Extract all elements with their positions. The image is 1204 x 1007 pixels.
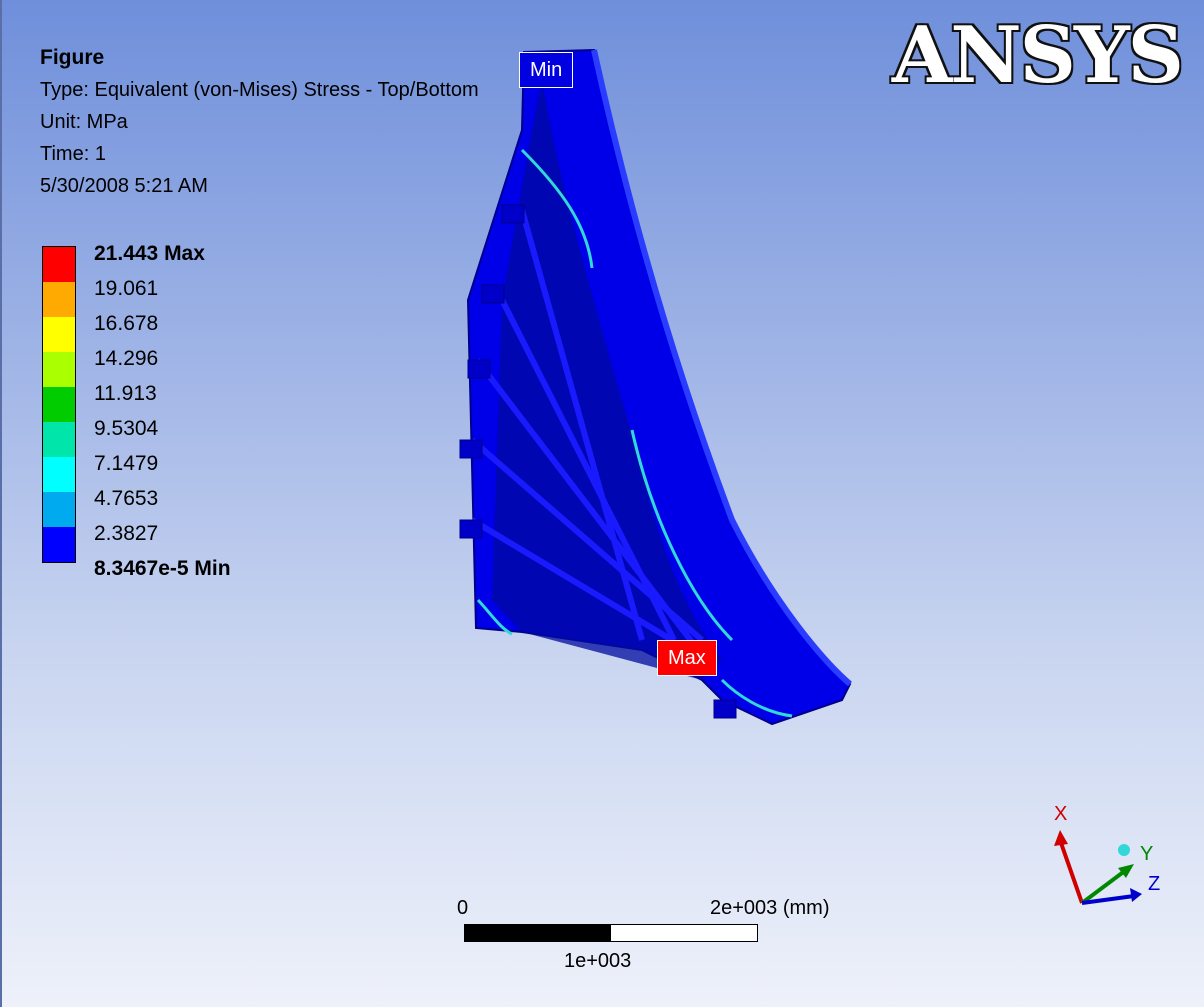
- scale-bar: [464, 924, 758, 942]
- legend-swatch: [43, 282, 75, 317]
- z-axis-line: [1081, 894, 1135, 905]
- x-axis-line: [1058, 839, 1084, 904]
- legend-swatch: [43, 247, 75, 282]
- legend-label: 16.678: [94, 312, 159, 335]
- figure-info: Figure Type: Equivalent (von-Mises) Stre…: [40, 42, 479, 202]
- view-center-icon: [1118, 844, 1130, 856]
- scale-mid-label: 1e+003: [564, 950, 632, 972]
- x-axis-label: X: [1054, 803, 1067, 825]
- x-axis-arrow: [1054, 830, 1068, 846]
- z-axis-arrow: [1130, 888, 1142, 902]
- legend-label: 21.443 Max: [94, 242, 205, 265]
- legend-label: 11.913: [94, 382, 157, 405]
- result-time: Time: 1: [40, 143, 106, 165]
- legend-labels: 21.443 Max 19.061 16.678 14.296 11.913 9.5304…: [94, 236, 231, 586]
- scale-end-label: 2e+003 (mm): [710, 897, 830, 919]
- y-axis-label: Y: [1140, 843, 1153, 865]
- min-probe-tag[interactable]: Min: [519, 52, 574, 88]
- legend-swatch: [43, 422, 75, 457]
- figure-title: Figure: [40, 46, 105, 69]
- result-type: Type: Equivalent (von-Mises) Stress - To…: [40, 79, 479, 101]
- legend-label: 7.1479: [94, 452, 159, 475]
- legend-swatch: [43, 352, 75, 387]
- max-probe-tag[interactable]: Max: [657, 640, 717, 676]
- axis-triad[interactable]: X Y Z: [1042, 798, 1182, 918]
- legend-label: 14.296: [94, 347, 159, 370]
- blade-rim: [591, 49, 852, 687]
- blade-inner-face: [492, 80, 722, 680]
- edge-flanges: [459, 204, 737, 719]
- stiffener-ribs: [470, 209, 704, 644]
- legend-label: 4.7653: [94, 487, 159, 510]
- y-axis-arrow: [1118, 864, 1134, 878]
- y-axis-line: [1080, 868, 1128, 905]
- result-date: 5/30/2008 5:21 AM: [40, 175, 208, 197]
- legend-swatch: [43, 492, 75, 527]
- legend-label: 8.3467e-5 Min: [94, 557, 231, 580]
- legend-swatch: [43, 457, 75, 492]
- legend-swatch: [43, 387, 75, 422]
- scale-zero-label: 0: [457, 897, 469, 919]
- stress-highlights: [476, 148, 793, 718]
- legend-color-bar: [42, 246, 76, 563]
- legend-swatch: [43, 317, 75, 352]
- legend-label: 2.3827: [94, 522, 159, 545]
- ansys-logo: ANSYS: [891, 10, 1184, 101]
- z-axis-label: Z: [1148, 873, 1160, 895]
- legend-label: 9.5304: [94, 417, 159, 440]
- legend-swatch: [43, 527, 75, 562]
- legend-label: 19.061: [94, 277, 159, 300]
- result-unit: Unit: MPa: [40, 111, 128, 133]
